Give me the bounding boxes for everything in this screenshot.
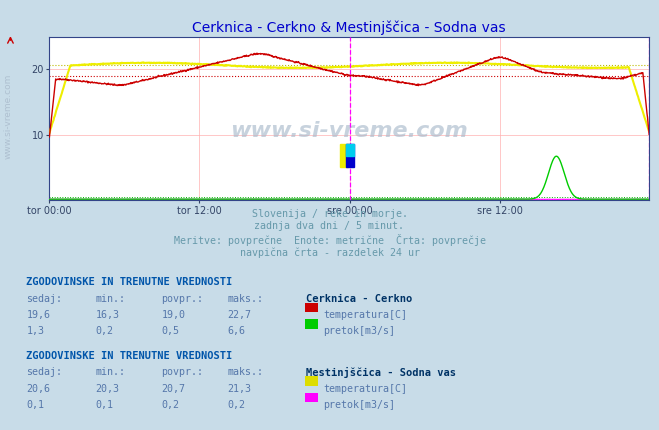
Bar [347, 144, 354, 156]
Text: maks.:: maks.: [227, 367, 264, 377]
Text: Slovenija / reke in morje.: Slovenija / reke in morje. [252, 209, 407, 218]
Text: sedaj:: sedaj: [26, 294, 63, 304]
Bar [347, 144, 354, 167]
Text: min.:: min.: [96, 294, 126, 304]
Text: min.:: min.: [96, 367, 126, 377]
Text: 21,3: 21,3 [227, 384, 251, 393]
Text: 0,2: 0,2 [227, 400, 245, 410]
Text: ZGODOVINSKE IN TRENUTNE VREDNOSTI: ZGODOVINSKE IN TRENUTNE VREDNOSTI [26, 351, 233, 361]
Text: 0,1: 0,1 [26, 400, 44, 410]
Title: Cerknica - Cerkno & Mestinjščica - Sodna vas: Cerknica - Cerkno & Mestinjščica - Sodna… [192, 21, 506, 35]
Text: 0,2: 0,2 [96, 326, 113, 336]
Text: www.si-vreme.com: www.si-vreme.com [231, 121, 468, 141]
Text: Cerknica - Cerkno: Cerknica - Cerkno [306, 294, 413, 304]
Text: 20,7: 20,7 [161, 384, 185, 393]
Text: 19,6: 19,6 [26, 310, 50, 320]
Text: navpična črta - razdelek 24 ur: navpična črta - razdelek 24 ur [239, 247, 420, 258]
Text: povpr.:: povpr.: [161, 294, 204, 304]
Text: pretok[m3/s]: pretok[m3/s] [324, 326, 395, 336]
Text: 6,6: 6,6 [227, 326, 245, 336]
Text: 19,0: 19,0 [161, 310, 185, 320]
Text: temperatura[C]: temperatura[C] [324, 310, 407, 320]
Text: 22,7: 22,7 [227, 310, 251, 320]
Text: 0,1: 0,1 [96, 400, 113, 410]
Text: 0,2: 0,2 [161, 400, 179, 410]
Text: 0,5: 0,5 [161, 326, 179, 336]
Text: 1,3: 1,3 [26, 326, 44, 336]
Bar [340, 144, 348, 167]
Text: pretok[m3/s]: pretok[m3/s] [324, 400, 395, 410]
Text: www.si-vreme.com: www.si-vreme.com [3, 74, 13, 159]
Text: sedaj:: sedaj: [26, 367, 63, 377]
Text: 20,6: 20,6 [26, 384, 50, 393]
Text: Meritve: povprečne  Enote: metrične  Črta: povprečje: Meritve: povprečne Enote: metrične Črta:… [173, 234, 486, 246]
Text: 20,3: 20,3 [96, 384, 119, 393]
Text: temperatura[C]: temperatura[C] [324, 384, 407, 393]
Text: 16,3: 16,3 [96, 310, 119, 320]
Text: ZGODOVINSKE IN TRENUTNE VREDNOSTI: ZGODOVINSKE IN TRENUTNE VREDNOSTI [26, 277, 233, 287]
Text: Mestinjščica - Sodna vas: Mestinjščica - Sodna vas [306, 367, 457, 378]
Text: maks.:: maks.: [227, 294, 264, 304]
Text: povpr.:: povpr.: [161, 367, 204, 377]
Text: zadnja dva dni / 5 minut.: zadnja dva dni / 5 minut. [254, 221, 405, 231]
